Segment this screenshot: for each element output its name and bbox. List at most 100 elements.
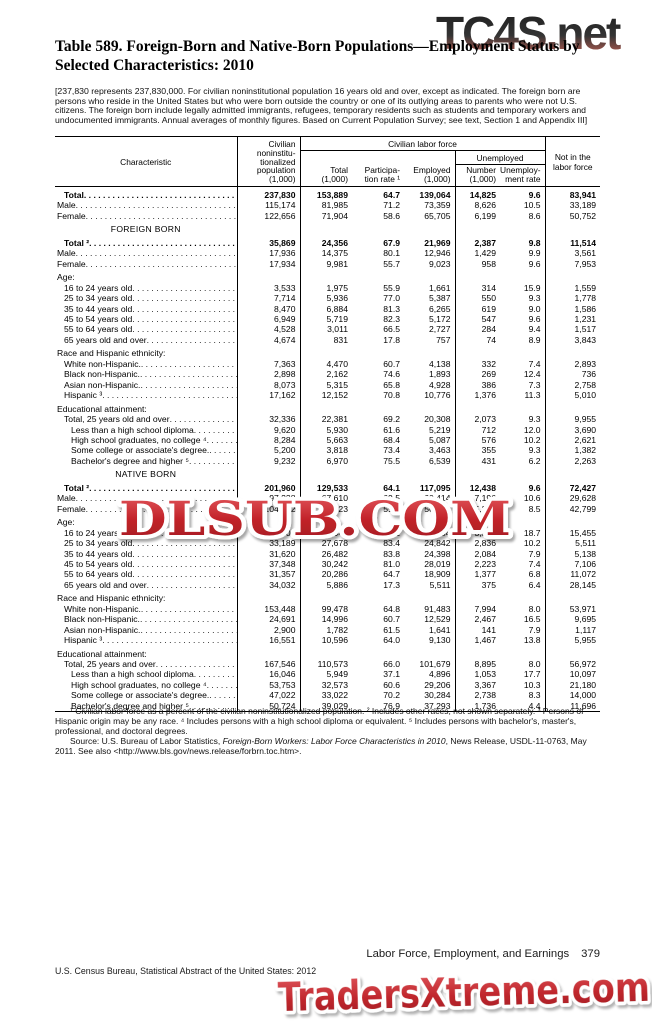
value-cell — [455, 401, 500, 414]
value-cell: 39,029 — [321, 700, 348, 711]
footer-section-title: Labor Force, Employment, and Earnings — [366, 948, 570, 960]
data-row: Male 115,174 81,985 71.2 73,359 8,626 10.5 33,1… — [55, 200, 600, 211]
value-cell — [500, 269, 546, 283]
value-cell: 10.2 — [500, 434, 546, 446]
value-cell: 5,955 — [574, 635, 597, 646]
value-cell: 8,895 — [474, 659, 496, 670]
value-cell: 15.9 — [500, 282, 546, 294]
value-cell: 97,238 — [237, 493, 301, 504]
data-row: Less than a high school diploma 9,620 5,93… — [55, 424, 600, 435]
header-participation-rate: Participa- tion rate ¹ — [364, 164, 400, 184]
data-row: Some college or associate's degree. 5,200… — [55, 445, 600, 456]
row-label-text: 35 to 44 years old — [64, 548, 133, 559]
watermark-tradersxtreme: TradersXtreme.com — [269, 959, 652, 1034]
row-label: 45 to 54 years old — [55, 558, 238, 570]
value-cell: 73.4 — [383, 445, 400, 456]
value-cell: 619 — [481, 303, 496, 314]
value-cell: 5,315 — [326, 379, 348, 390]
value-cell: 60,414 — [404, 493, 456, 504]
value-cell: 32,336 — [237, 414, 301, 425]
dot-leader — [140, 625, 236, 635]
value-cell: 7,953 — [574, 258, 597, 269]
value-cell — [404, 514, 456, 528]
data-row: Bachelor's degree and higher ⁵ 50,724 39,0… — [55, 700, 600, 712]
dot-leader — [132, 293, 236, 303]
value-cell — [300, 514, 352, 527]
value-cell: 1,117 — [575, 624, 597, 635]
value-cell: 6.4 — [500, 579, 546, 591]
value-cell — [500, 400, 546, 415]
value-cell: 29,628 — [569, 493, 597, 504]
row-label-text: Black non-Hispanic. — [64, 369, 140, 380]
value-cell: 42,799 — [569, 503, 597, 514]
value-cell: 8.0 — [500, 659, 546, 670]
value-cell: 73,359 — [404, 200, 456, 211]
section-heading-row: FOREIGN BORN — [55, 221, 600, 235]
value-cell: 18,947 — [321, 527, 348, 538]
row-label: Educational attainment: — [55, 400, 238, 415]
row-label: Age: — [55, 514, 238, 528]
value-cell: 28,019 — [404, 558, 456, 570]
value-cell: 64.7 — [383, 569, 400, 580]
value-cell: 11.3 — [500, 390, 546, 401]
value-cell: 8,626 — [474, 200, 496, 211]
row-label-text: Bachelor's degree and higher ⁵ — [71, 455, 189, 466]
data-row: White non-Hispanic. 153,448 99,478 64.8 91,4… — [55, 603, 600, 615]
value-cell: 3,367 — [474, 679, 496, 690]
value-cell: 83.8 — [383, 548, 400, 559]
value-cell: 16,551 — [237, 635, 301, 646]
value-cell: 2,223 — [474, 558, 496, 569]
value-cell: 9,620 — [237, 424, 301, 435]
value-cell: 91,483 — [404, 603, 456, 615]
dot-leader — [140, 369, 237, 379]
value-cell — [352, 221, 404, 234]
value-cell: 50,724 — [237, 700, 301, 712]
value-cell: 1,586 — [574, 303, 597, 314]
header-population: Civilian noninstitu- tionalized populati… — [237, 136, 301, 187]
dot-leader — [76, 493, 237, 503]
value-cell — [500, 514, 546, 528]
value-cell: 30,242 — [321, 558, 348, 569]
value-cell: 64.8 — [383, 603, 400, 614]
value-cell: 1,661 — [404, 282, 456, 294]
value-cell: 2,073 — [474, 414, 496, 425]
value-cell: 2,162 — [326, 369, 348, 380]
value-cell: 24,691 — [237, 614, 301, 625]
value-cell — [352, 269, 404, 282]
value-cell: 14,825 — [469, 190, 496, 200]
value-cell: 7.3 — [500, 379, 546, 391]
data-row: 45 to 54 years old 6,949 5,719 82.3 5,172 547… — [55, 313, 600, 325]
value-cell — [500, 645, 546, 660]
value-cell: 61.5 — [383, 624, 400, 635]
value-cell: 5,511 — [404, 579, 456, 591]
header-unemployed: Unemployed — [454, 150, 546, 165]
value-cell: 7,994 — [474, 603, 496, 614]
dot-leader — [147, 335, 237, 345]
value-cell — [455, 466, 500, 479]
value-cell: 831 — [333, 334, 348, 345]
group-label-row: Educational attainment: — [55, 645, 600, 660]
row-label: 25 to 34 years old — [55, 538, 238, 549]
row-label-text: Total, 25 years and over — [64, 659, 156, 670]
value-cell: 9,955 — [574, 414, 597, 425]
value-cell: 3,463 — [404, 445, 456, 456]
data-row: Black non-Hispanic. 2,898 2,162 74.6 1,893 26… — [55, 369, 600, 380]
value-cell: 24,356 — [321, 237, 348, 248]
value-cell: 5,242 — [474, 503, 496, 514]
row-label-text: White non-Hispanic. — [64, 358, 141, 369]
value-cell: 129,533 — [316, 482, 348, 493]
value-cell: 83.4 — [383, 538, 400, 549]
row-label: Hispanic ³ — [55, 635, 238, 646]
data-row: 45 to 54 years old 37,348 30,242 81.0 28,019… — [55, 558, 600, 570]
value-cell: 11,072 — [570, 569, 597, 580]
value-cell: 67,610 — [321, 493, 348, 504]
value-cell: 1,376 — [474, 390, 496, 401]
value-cell: 5,936 — [326, 293, 348, 304]
value-cell: 14,000 — [569, 690, 597, 701]
value-cell: 3,843 — [574, 334, 597, 345]
row-label-text: Age: — [57, 272, 75, 283]
row-label-text: 25 to 34 years old — [64, 293, 133, 304]
value-cell: 58.6 — [383, 210, 400, 221]
row-label: FOREIGN BORN — [55, 221, 238, 235]
header-unemployment-rate: Unemploy- ment rate — [500, 164, 546, 187]
